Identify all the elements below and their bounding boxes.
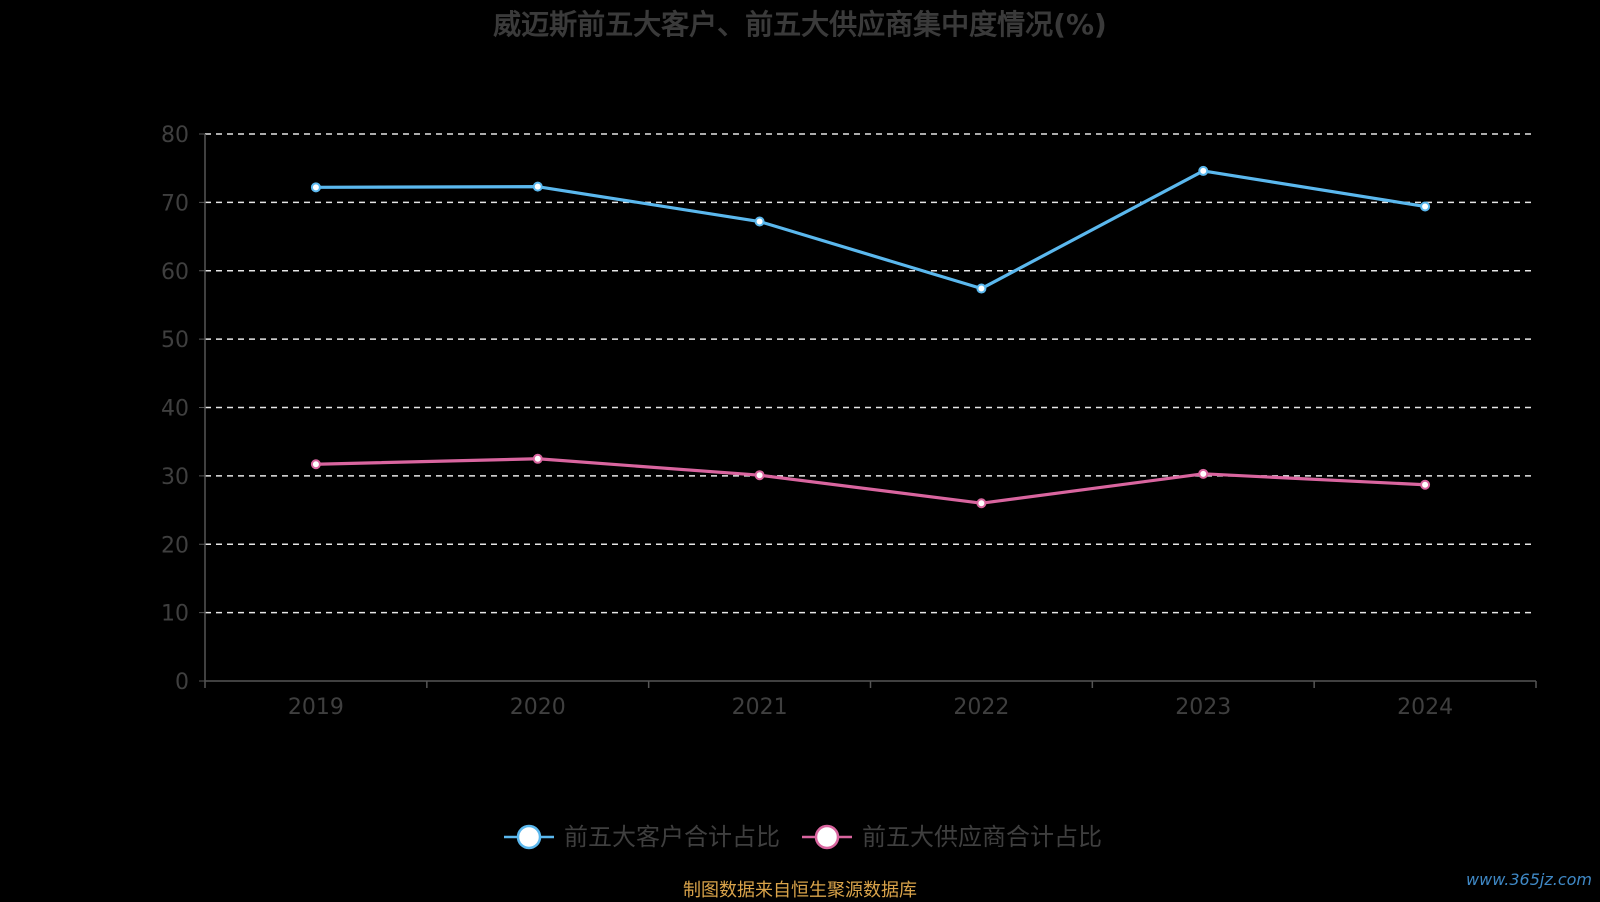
- data-point: [976, 498, 987, 509]
- data-point: [310, 459, 321, 470]
- x-tick-label: 2019: [288, 695, 344, 720]
- y-tick-label: 10: [161, 602, 189, 627]
- legend-label: 前五大供应商合计占比: [862, 823, 1102, 851]
- y-tick-label: 40: [161, 397, 189, 422]
- x-tick-label: 2023: [1175, 695, 1231, 720]
- data-point: [1198, 468, 1209, 479]
- data-point: [754, 470, 765, 481]
- grid-lines: [205, 133, 1536, 614]
- y-tick-label: 70: [161, 191, 189, 216]
- legend-swatch-marker: [516, 824, 542, 850]
- data-point: [532, 453, 543, 464]
- data-point: [1198, 165, 1209, 176]
- data-point: [754, 216, 765, 227]
- x-tick-label: 2024: [1397, 695, 1453, 720]
- data-point: [532, 181, 543, 192]
- watermark: www.365jz.com: [1466, 870, 1592, 889]
- y-tick-label: 30: [161, 465, 189, 490]
- series-group: [310, 165, 1431, 509]
- x-tick-label: 2021: [732, 695, 788, 720]
- x-tick-label: 2022: [953, 695, 1009, 720]
- source-footer: 制图数据来自恒生聚源数据库: [683, 880, 917, 901]
- y-tick-label: 20: [161, 533, 189, 558]
- data-point: [1420, 479, 1431, 490]
- data-point: [1420, 201, 1431, 212]
- y-tick-label: 50: [161, 328, 189, 353]
- legend-swatch-marker: [814, 824, 840, 850]
- legend[interactable]: 前五大客户合计占比 前五大供应商合计占比: [504, 823, 1102, 851]
- y-tick-label: 0: [175, 670, 189, 695]
- axes: 0 10 20 30 40 50 60 70 80 2019 2020 2021 2022 2023 202…: [161, 123, 1537, 720]
- x-tick-label: 2020: [510, 695, 566, 720]
- y-tick-label: 60: [161, 260, 189, 285]
- data-point: [976, 283, 987, 294]
- series-line: [315, 457, 1426, 505]
- legend-label: 前五大客户合计占比: [564, 823, 780, 851]
- data-point: [310, 182, 321, 193]
- chart-title: 威迈斯前五大客户、前五大供应商集中度情况(%): [493, 8, 1107, 41]
- y-tick-label: 80: [161, 123, 189, 148]
- series-line: [315, 169, 1426, 291]
